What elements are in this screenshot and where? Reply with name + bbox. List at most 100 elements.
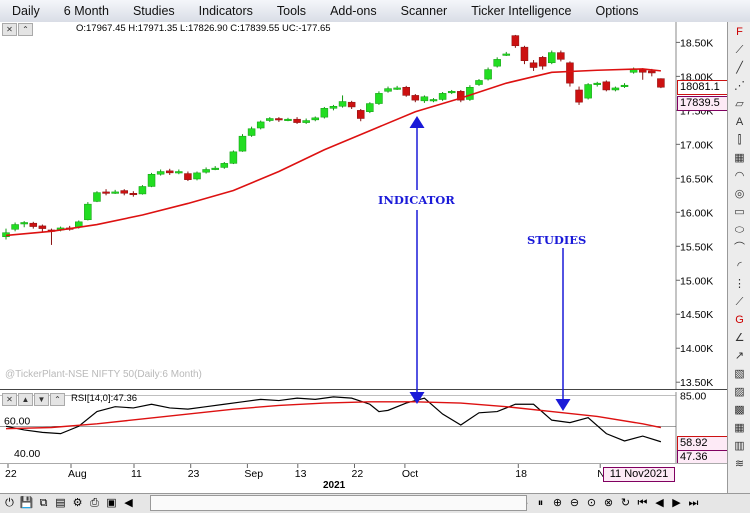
menu-daily[interactable]: Daily [12,4,40,18]
settings-icon[interactable]: ⚙ [72,497,83,509]
pause-icon[interactable]: ⏸ [537,497,544,509]
rsi-value-label: 47.36 [677,450,729,465]
save-icon[interactable]: 💾 [19,497,34,509]
line-icon[interactable]: ╱ [736,62,743,74]
refresh-icon[interactable]: ↻ [620,497,631,509]
menu-6-month[interactable]: 6 Month [63,4,109,18]
candle-body [311,117,320,121]
fan-icon[interactable]: ⋰ [734,80,745,92]
ellipse-icon[interactable]: ⬭ [734,224,745,236]
candle-body [557,52,565,60]
maximize-icon[interactable]: ⌃ [18,23,33,36]
hatch5-icon[interactable]: ▥ [734,440,745,452]
move-up-icon[interactable]: ▲ [18,393,33,406]
zoom-in-icon[interactable]: ⊕ [552,497,563,509]
indicator-annotation: INDICATOR [378,193,455,207]
candle-body [356,110,365,119]
export-icon[interactable]: ▣ [106,497,117,509]
grid-icon[interactable]: ▦ [734,152,745,164]
studies-annotation: STUDIES [527,233,587,247]
menu-indicators[interactable]: Indicators [198,4,253,18]
prev-icon[interactable]: ◀ [655,497,664,509]
channel-icon[interactable]: ▱ [735,98,744,110]
arc-icon[interactable]: ◠ [734,170,745,182]
candle-body [375,93,383,104]
close-icon[interactable]: ✕ [2,23,17,36]
price-chart-svg: 18.50K18.00K17.50K17.00K16.50K16.00K15.5… [2,22,713,389]
ohlc-readout: O:17967.45 H:17971.35 L:17826.90 C:17839… [76,23,331,34]
first-icon[interactable]: ⏮ [637,497,648,509]
trendline-icon[interactable]: ⟋ [735,44,744,56]
candle-body [156,171,165,175]
pitchfork-icon[interactable]: ⫿ [737,134,742,146]
waves-icon[interactable]: ≋ [734,458,745,470]
candle-body [320,108,329,118]
candle-body [220,163,229,168]
hatch-icon[interactable]: ▧ [734,368,745,380]
candle-body [120,190,128,194]
angle-icon[interactable]: ∠ [734,332,745,344]
candle-body [611,87,620,91]
y-tick-label: 18.50K [680,37,713,49]
menu-options[interactable]: Options [595,4,639,18]
candle-body [657,78,665,88]
hatch2-icon[interactable]: ▨ [734,386,745,398]
last-icon[interactable]: ⏭ [688,497,699,509]
x-tick-label: Oct [402,468,418,480]
cursor-date-label: 11 Nov2021 [603,467,675,482]
candle-body [20,222,28,225]
x-tick-label: 22 [5,468,17,480]
circle-icon[interactable]: ◎ [734,188,745,200]
candle-body [38,225,47,229]
menu-ticker-intelligence[interactable]: Ticker Intelligence [471,4,572,18]
y-tick-label: 17.00K [680,139,713,151]
rsi-sma-label: 58.92 [677,436,729,451]
candle-body [438,93,447,100]
horizontal-scrollbar[interactable] [150,495,527,511]
zoom-fit-icon[interactable]: ⊗ [603,497,614,509]
power-icon[interactable]: ⏻ [5,497,14,509]
cycle-icon[interactable]: ⌒ [734,242,745,254]
hatch4-icon[interactable]: ▦ [734,422,745,434]
template-icon[interactable]: ▤ [55,497,66,509]
next-icon[interactable]: ▶ [672,497,681,509]
menu-scanner[interactable]: Scanner [400,4,448,18]
close-icon[interactable]: ✕ [2,393,17,406]
sma-line [5,68,661,237]
candle-body [402,86,410,96]
candle-body [393,87,401,90]
y-tick-label: 16.50K [680,173,713,185]
candle-body [165,170,174,174]
copy-icon[interactable]: ⧉ [39,497,48,509]
candle-body [175,171,183,174]
ray-icon[interactable]: ↗ [734,350,745,362]
gann-fan-icon[interactable]: ⋮ [734,278,745,290]
price-chart-panel[interactable]: 18.50K 18.00K 17.50K 17.00K 16.50K 16.00K 15.5… [0,22,727,390]
menu-add-ons[interactable]: Add-ons [330,4,377,18]
text-icon[interactable]: A [735,116,744,128]
rsi-scale-60: 60.00 [4,415,30,427]
menu-studies[interactable]: Studies [132,4,175,18]
candle-body [566,62,574,84]
speed-lines-icon[interactable]: ⟋ [735,296,744,308]
candle-body [184,173,192,180]
rectangle-icon[interactable]: ▭ [734,206,745,218]
candle-body [293,118,301,123]
scroll-left-icon[interactable]: ◀ [124,497,133,509]
candle-body [384,88,392,92]
print-icon[interactable]: ⎙ [90,497,99,509]
move-down-icon[interactable]: ▼ [34,393,49,406]
hatch3-icon[interactable]: ▩ [734,404,745,416]
zoom-out-icon[interactable]: ⊖ [569,497,580,509]
maximize-icon[interactable]: ⌃ [50,393,65,406]
candle-body [602,81,611,91]
y-tick-label: 15.00K [680,275,713,287]
zoom-reset-icon[interactable]: ⊙ [586,497,597,509]
candle-body [102,191,110,194]
gann-icon[interactable]: G [735,314,744,326]
fibonacci-icon[interactable]: F [736,26,743,38]
candle-body [529,62,538,68]
arcs-icon[interactable]: ◜ [737,260,742,272]
menu-tools[interactable]: Tools [276,4,307,18]
rsi-panel[interactable]: 85.00 60.00 40.00 [0,391,727,463]
